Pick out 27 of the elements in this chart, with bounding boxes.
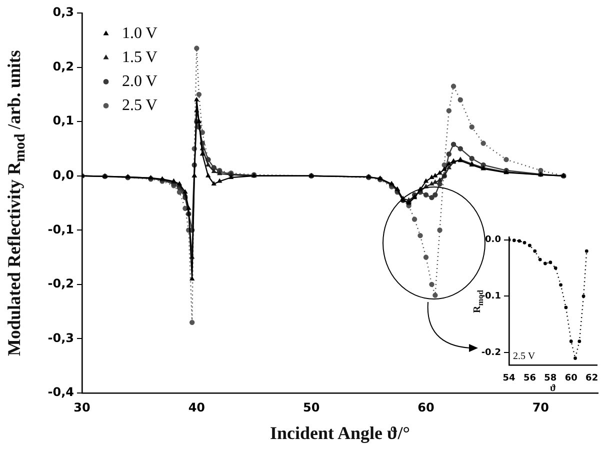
legend-label: 2.0 V — [122, 72, 158, 90]
y-tick-label: -0,2 — [48, 276, 74, 291]
x-tick-label: 40 — [188, 400, 206, 414]
x-tick-label: 50 — [302, 400, 320, 414]
text: 2.5 V — [513, 351, 536, 362]
y-tick-label: 0,2 — [52, 59, 74, 74]
x-tick-label: 70 — [532, 400, 550, 414]
legend-label: 2.5 V — [122, 96, 158, 114]
x-tick-label: 62 — [586, 374, 598, 384]
y-tick-label: 0,3 — [52, 5, 74, 20]
y-tick-label: 0.0 — [485, 235, 501, 246]
legend-label: 1.0 V — [122, 24, 158, 42]
x-tick-label: 56 — [523, 374, 536, 384]
x-tick-label: 58 — [544, 374, 557, 384]
y-tick-label: -0,3 — [48, 330, 74, 345]
x-axis-title: Incident Angle ϑ/° — [270, 423, 410, 444]
x-tick-label: 54 — [502, 374, 516, 384]
y-tick-label: 0,0 — [52, 168, 74, 182]
x-tick-label: 60 — [418, 400, 434, 414]
x-axis-title: ϑ — [550, 383, 556, 394]
y-tick-label: 0,1 — [52, 114, 74, 128]
y-tick-label: -0.2 — [481, 348, 501, 358]
x-tick-label: 60 — [564, 374, 578, 384]
legend-label: 1.5 V — [122, 48, 158, 66]
x-tick-label: 30 — [74, 400, 90, 414]
y-tick-label: -0,4 — [48, 385, 74, 400]
y-tick-label: -0,1 — [48, 222, 74, 236]
